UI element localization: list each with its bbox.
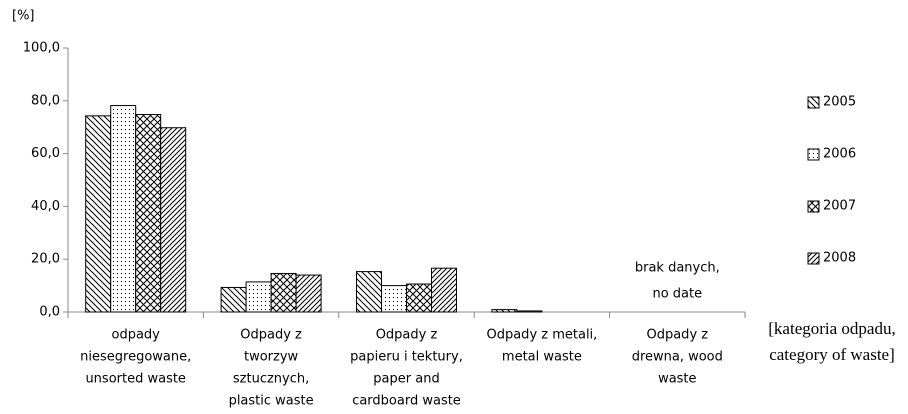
x-tick-label: papieru i tektury, [350, 350, 463, 365]
legend-label: 2006 [823, 147, 856, 162]
x-tick-label: Odpady z [240, 328, 302, 343]
y-tick-label: 0,0 [39, 305, 60, 320]
x-tick-label: tworzyw [244, 350, 299, 365]
bar [135, 114, 162, 313]
x-tick-label: Odpady z metali, [486, 328, 597, 343]
annotation: brak danych, [635, 261, 720, 276]
y-tick-label: 80,0 [31, 93, 60, 108]
bar [220, 286, 247, 313]
x-tick-label: metal waste [502, 350, 582, 365]
annotation: no date [652, 287, 702, 302]
x-tick-label: odpady [112, 328, 161, 343]
y-tick-label: 40,0 [31, 199, 60, 214]
y-tick-label: 100,0 [23, 41, 60, 56]
x-tick-label: plastic waste [229, 394, 314, 409]
bar [356, 271, 382, 313]
x-axis-label: category of waste] [769, 345, 895, 364]
x-axis-label: [kategoria odpadu, [768, 319, 895, 338]
legend-label: 2005 [823, 95, 856, 110]
bar [406, 283, 432, 313]
legend-label: 2007 [823, 199, 856, 214]
bar [295, 274, 322, 313]
bar [245, 281, 272, 313]
legend-swatch [807, 200, 820, 213]
x-tick-label: drewna, wood [632, 350, 723, 365]
x-tick-label: unsorted waste [85, 372, 186, 387]
x-tick-label: Odpady z [376, 328, 438, 343]
bar [110, 105, 137, 313]
bar [491, 309, 518, 313]
legend-swatch [807, 96, 820, 109]
bar [85, 115, 112, 313]
legend-swatch [807, 148, 820, 161]
x-tick-label: sztucznych, [233, 372, 309, 387]
bar [381, 285, 407, 313]
legend-label: 2008 [823, 251, 856, 266]
y-axis-label: [%] [12, 9, 35, 24]
bar [431, 267, 457, 313]
x-tick-label: niesegregowane, [80, 350, 191, 365]
y-tick-label: 60,0 [31, 146, 60, 161]
legend-swatch [807, 252, 820, 265]
bar [270, 272, 297, 313]
bar [160, 127, 187, 313]
x-tick-label: cardboard waste [352, 394, 461, 409]
x-tick-label: waste [658, 372, 696, 387]
x-tick-label: paper and [373, 372, 439, 387]
bar [516, 310, 543, 313]
x-tick-label: Odpady z [646, 328, 708, 343]
y-tick-label: 20,0 [31, 252, 60, 267]
